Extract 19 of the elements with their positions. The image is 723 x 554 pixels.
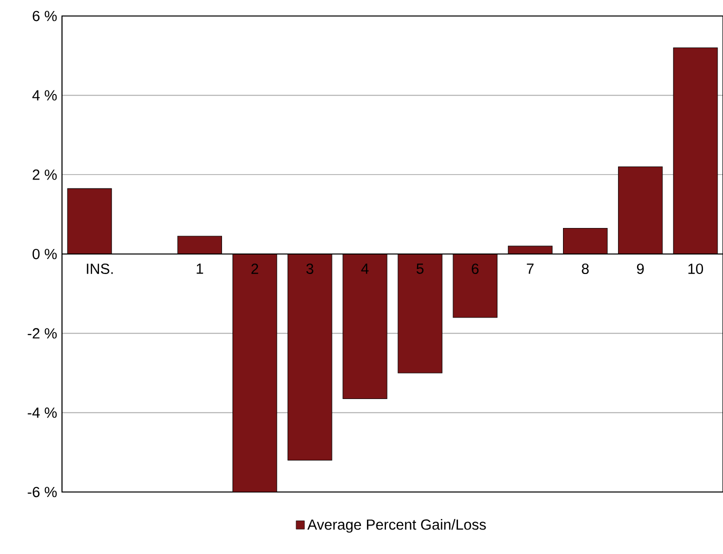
x-tick-label: 8 [582, 264, 589, 274]
x-tick-label: 7 [526, 264, 534, 274]
x-tick-label: 6 [472, 264, 479, 274]
x-tick-label: 1 [196, 264, 204, 274]
y-tick-label: 6 % [32, 10, 57, 22]
x-tick-label: INS. [86, 264, 113, 274]
x-tick-label: 4 [361, 264, 369, 274]
y-tick-label: 4 % [32, 90, 57, 100]
x-tick-label: 5 [416, 264, 424, 274]
y-tick-label: -4 % [28, 408, 57, 418]
x-tick-label: 3 [306, 264, 314, 274]
y-tick-label: -2 % [28, 328, 57, 338]
y-tick-label: -6 % [28, 486, 57, 498]
x-tick-label: 2 [251, 264, 258, 274]
y-tick-label: 2 % [32, 170, 57, 180]
legend-label: Average Percent Gain/Loss [307, 519, 486, 533]
x-tick-label: 10 [688, 264, 704, 274]
y-tick-label: 0 % [32, 248, 57, 260]
x-tick-label: 9 [636, 264, 644, 274]
